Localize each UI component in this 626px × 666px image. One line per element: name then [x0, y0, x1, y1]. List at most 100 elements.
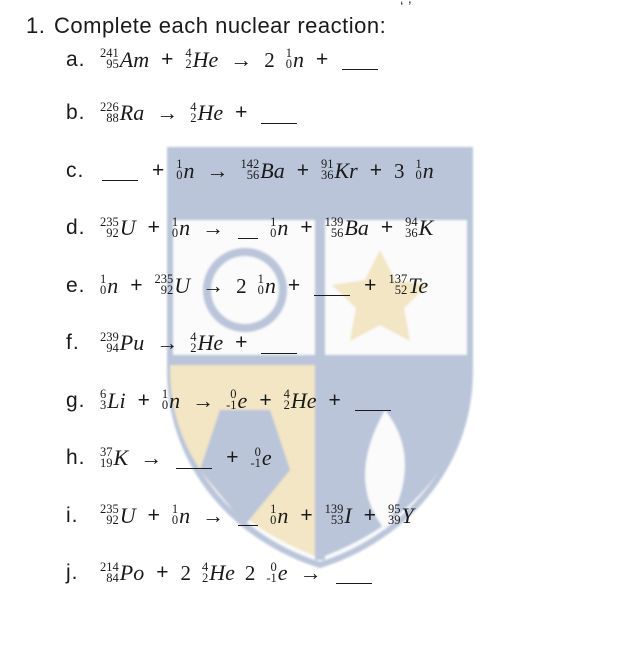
operator: + [136, 388, 152, 414]
arrow-icon: → [200, 214, 226, 242]
answer-blank[interactable] [314, 295, 350, 296]
nuclide-e: 0-1e [250, 444, 271, 472]
nuclide-e: 0-1e [226, 387, 247, 415]
nuclide-U: 23592U [100, 214, 136, 242]
operator: + [326, 388, 342, 414]
equation: 23592U +10n → 10n +13956Ba +9436K [100, 214, 433, 242]
nuclide-Po: 21484Po [100, 559, 144, 587]
answer-blank[interactable] [261, 353, 297, 354]
equation-item: i.23592U +10n → 10n +13953I +9539Y [66, 502, 610, 530]
equation: 21484Po+242He20-1e→ [100, 559, 374, 587]
coefficient: 2 [236, 273, 247, 299]
nuclide-n: 10n [172, 502, 190, 530]
equation-item: h.3719K → +0-1e [66, 444, 610, 472]
equation: 23592U +10n → 10n +13953I +9539Y [100, 502, 414, 530]
equation-item: a.24195Am+42He→210n+ [66, 46, 610, 74]
item-letter: b. [66, 100, 100, 126]
item-letter: g. [66, 388, 100, 414]
nuclide-n: 10n [172, 214, 190, 242]
equation-item: c.+10n→14256Ba+9136Kr+310n [66, 157, 610, 185]
coefficient: 3 [394, 158, 405, 184]
operator: + [224, 445, 240, 471]
operator: + [379, 215, 395, 241]
arrow-icon: → [138, 444, 164, 472]
arrow-icon: → [190, 387, 216, 415]
nuclide-n: 10n [416, 157, 434, 185]
answer-blank[interactable] [102, 180, 138, 181]
answer-blank[interactable] [238, 238, 258, 239]
nuclide-Y: 9539Y [388, 502, 414, 530]
question-block: 1. Complete each nuclear reaction: ‘ ’ a… [0, 0, 626, 587]
nuclide-Ba: 13956Ba [325, 214, 369, 242]
operator: + [314, 47, 330, 73]
operator: + [298, 215, 314, 241]
question-number: 1. [26, 12, 54, 40]
equation: 22688Ra→42He+ [100, 99, 299, 127]
nuclide-Pu: 23994Pu [100, 329, 144, 357]
answer-blank[interactable] [336, 583, 372, 584]
operator: + [128, 273, 144, 299]
question-prompt: 1. Complete each nuclear reaction: ‘ ’ [26, 12, 610, 40]
nuclide-He: 42He [190, 329, 223, 357]
nuclide-U: 23592U [155, 272, 191, 300]
operator: + [298, 503, 314, 529]
equation-item: g.63Li +10n → 0-1e +42He + [66, 387, 610, 415]
operator: + [362, 273, 378, 299]
nuclide-K: 3719K [100, 444, 128, 472]
nuclide-He: 42He [284, 387, 317, 415]
item-letter: a. [66, 47, 100, 73]
answer-blank[interactable] [176, 468, 212, 469]
item-letter: i. [66, 503, 100, 529]
answer-blank[interactable] [261, 123, 297, 124]
nuclide-e: 0-1e [266, 559, 287, 587]
equation: 10n+23592U→210n++13752Te [100, 272, 428, 300]
arrow-icon: → [205, 157, 231, 185]
operator: + [257, 388, 273, 414]
answer-blank[interactable] [342, 69, 378, 70]
answer-blank[interactable] [355, 410, 391, 411]
operator: + [286, 273, 302, 299]
nuclide-n: 10n [258, 272, 276, 300]
equation-item: j.21484Po+242He20-1e→ [66, 559, 610, 587]
equation: 3719K → +0-1e [100, 444, 272, 472]
nuclide-Te: 13752Te [388, 272, 428, 300]
operator: + [362, 503, 378, 529]
nuclide-n: 10n [270, 502, 288, 530]
nuclide-n: 10n [286, 46, 304, 74]
stray-marks: ‘ ’ [400, 0, 412, 26]
equation: +10n→14256Ba+9136Kr+310n [100, 157, 434, 185]
equation: 24195Am+42He→210n+ [100, 46, 380, 74]
nuclide-I: 13953I [325, 502, 352, 530]
item-letter: h. [66, 445, 100, 471]
nuclide-Li: 63Li [100, 387, 126, 415]
equation-item: f.23994Pu→42He+ [66, 329, 610, 357]
equation: 23994Pu→42He+ [100, 329, 299, 357]
nuclide-n: 10n [270, 214, 288, 242]
nuclide-Ra: 22688Ra [100, 99, 144, 127]
arrow-icon: → [298, 559, 324, 587]
nuclide-Am: 24195Am [100, 46, 149, 74]
item-letter: c. [66, 158, 100, 184]
arrow-icon: → [228, 46, 254, 74]
nuclide-U: 23592U [100, 502, 136, 530]
operator: + [146, 215, 162, 241]
operator: + [150, 158, 166, 184]
nuclide-K: 9436K [405, 214, 433, 242]
equation-item: e.10n+23592U→210n++13752Te [66, 272, 610, 300]
coefficient: 2 [245, 560, 256, 586]
nuclide-He: 42He [190, 99, 223, 127]
answer-blank[interactable] [238, 525, 258, 526]
question-text: Complete each nuclear reaction: [54, 12, 386, 40]
operator: + [295, 158, 311, 184]
item-letter: e. [66, 273, 100, 299]
nuclide-n: 10n [176, 157, 194, 185]
nuclide-n: 10n [162, 387, 180, 415]
arrow-icon: → [200, 502, 226, 530]
operator: + [146, 503, 162, 529]
item-letter: f. [66, 330, 100, 356]
operator: + [233, 330, 249, 356]
item-letter: j. [66, 560, 100, 586]
coefficient: 2 [180, 560, 191, 586]
equation-item: d.23592U+10n→10n+13956Ba+9436K [66, 214, 610, 242]
nuclide-Kr: 9136Kr [321, 157, 358, 185]
